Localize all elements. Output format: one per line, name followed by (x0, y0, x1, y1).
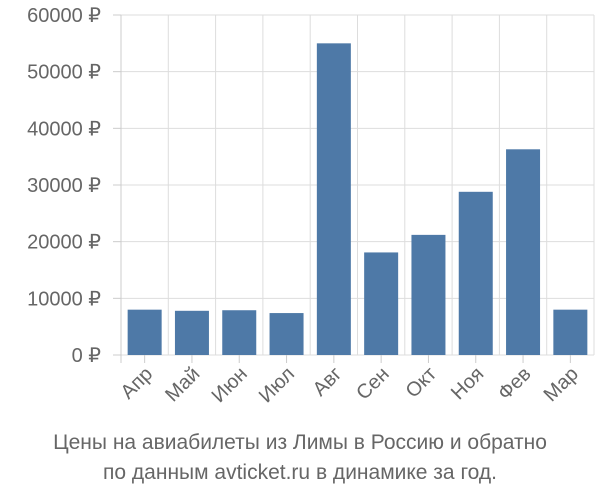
y-tick-label: 0 ₽ (72, 345, 102, 367)
y-tick-label: 30000 ₽ (27, 175, 101, 197)
y-tick-label: 60000 ₽ (27, 5, 101, 27)
bar-8 (458, 191, 493, 355)
caption-line-2: по данным avticket.ru в динамике за год. (103, 461, 497, 484)
x-tick-label: Фев (494, 363, 536, 405)
x-tick-label: Сен (352, 363, 393, 404)
bar-5 (316, 43, 351, 355)
x-tick-label: Июн (208, 363, 252, 407)
x-tick-label: Май (161, 363, 204, 406)
bar-10 (553, 309, 588, 355)
bar-1 (127, 309, 162, 355)
y-tick-label: 50000 ₽ (27, 62, 101, 84)
bar-6 (364, 252, 399, 355)
bar-3 (222, 310, 257, 355)
bar-chart: 0 ₽ 10000 ₽ 20000 ₽ 30000 ₽ 40000 ₽ 50000 ₽ 60… (27, 5, 595, 407)
chart-caption: Цены на авиабилеты из Лимы в Россию и об… (0, 428, 600, 488)
bar-4 (269, 313, 304, 355)
y-tick-label: 10000 ₽ (27, 288, 101, 310)
y-tick-label: 40000 ₽ (27, 118, 101, 140)
bar-7 (411, 234, 446, 355)
x-tick-label: Июл (255, 363, 299, 407)
caption-line-1: Цены на авиабилеты из Лимы в Россию и об… (53, 431, 547, 454)
x-tick-label: Апр (117, 363, 158, 404)
x-tick-label: Авг (309, 363, 347, 401)
bar-9 (506, 149, 541, 355)
x-tick-label: Ноя (447, 363, 488, 404)
x-tick-label: Мар (540, 363, 583, 406)
x-tick-label: Окт (402, 363, 441, 402)
bar-2 (174, 310, 209, 355)
y-tick-label: 20000 ₽ (27, 232, 101, 254)
